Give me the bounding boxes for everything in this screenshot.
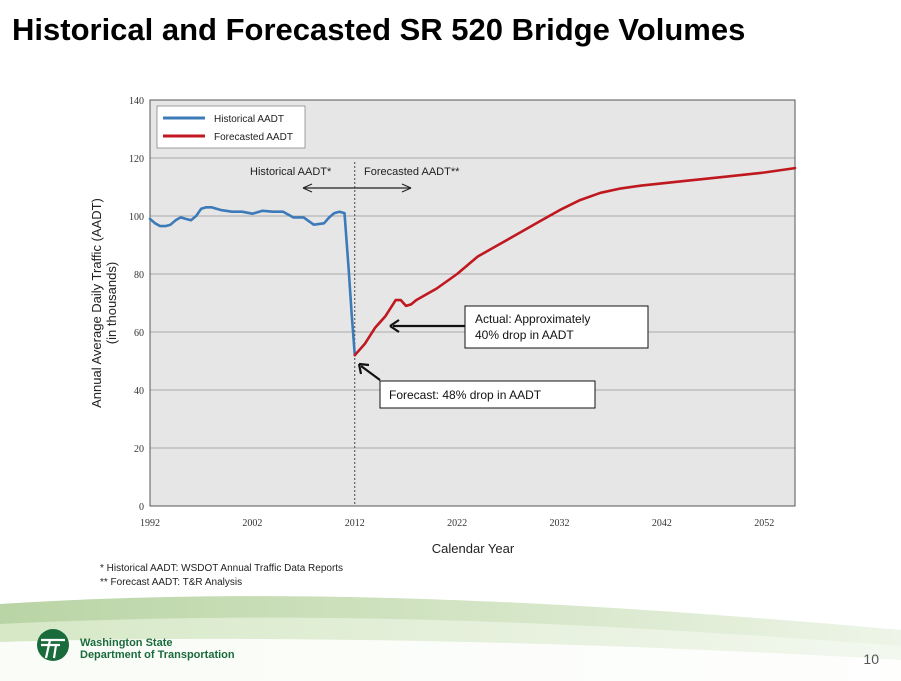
y-tick-label: 100: [129, 212, 144, 223]
wsdot-logo-icon: [37, 629, 69, 661]
series-line-forecasted: [353, 166, 797, 357]
legend-label-forecasted: Forecasted AADT: [214, 132, 293, 143]
x-axis-label: Calendar Year: [432, 541, 515, 556]
y-axis-label: Annual Average Daily Traffic (AADT): [89, 198, 104, 408]
org-name-line1: Washington State: [80, 637, 173, 649]
y-tick-label: 140: [129, 96, 144, 107]
x-tick-label: 2032: [550, 518, 570, 529]
series-line-historical: [148, 206, 357, 357]
y-tick-label: 20: [134, 444, 144, 455]
period-double-arrow: [302, 183, 412, 193]
annotation-forecast-box: [379, 380, 596, 409]
axis-ticks: 0 20 40 60 80 100 120 140 1992 2002 2012 2022 2032 20…: [129, 96, 774, 529]
series-lines: [148, 166, 797, 357]
annotation-actual: Actual: Approximately 40% drop in AADT: [389, 305, 649, 349]
page-number: 10: [863, 651, 879, 667]
x-tick-label: 2052: [754, 518, 774, 529]
y-tick-label: 80: [134, 270, 144, 281]
annotation-actual-box: [464, 305, 649, 349]
x-tick-label: 2012: [345, 518, 365, 529]
x-tick-label: 2042: [652, 518, 672, 529]
plot-area: [150, 100, 795, 506]
annotation-forecast-arrow: [360, 365, 381, 381]
legend: Historical AADT Forecasted AADT: [156, 105, 306, 149]
annotation-actual-line2: 40% drop in AADT: [475, 328, 574, 342]
footnotes: * Historical AADT: WSDOT Annual Traffic …: [100, 562, 343, 590]
y-axis-sublabel: (in thousands): [104, 262, 119, 344]
y-tick-label: 40: [134, 386, 144, 397]
slide-title: Historical and Forecasted SR 520 Bridge …: [12, 12, 746, 47]
legend-box: [156, 105, 306, 149]
annotation-actual-line1: Actual: Approximately: [475, 312, 590, 326]
footer-swoosh: [0, 596, 901, 681]
org-name-line2: Department of Transportation: [80, 649, 235, 661]
footnote-historical: * Historical AADT: WSDOT Annual Traffic …: [100, 563, 344, 574]
y-tick-label: 120: [129, 154, 144, 165]
x-tick-label: 2002: [242, 518, 262, 529]
y-tick-label: 60: [134, 328, 144, 339]
y-tick-label: 0: [139, 502, 144, 513]
x-tick-label: 2022: [447, 518, 467, 529]
annotation-forecast: Forecast: 48% drop in AADT: [357, 362, 596, 409]
footnote-forecast: ** Forecast AADT: T&R Analysis: [100, 577, 243, 588]
period-label-historical: Historical AADT*: [250, 166, 332, 178]
legend-label-historical: Historical AADT: [214, 114, 284, 125]
x-tick-label: 1992: [140, 518, 160, 529]
period-label-forecast: Forecasted AADT**: [364, 166, 460, 178]
org-name: Washington State Department of Transport…: [80, 637, 235, 661]
annotation-forecast-line1: Forecast: 48% drop in AADT: [389, 388, 542, 402]
plot-border: [149, 99, 796, 507]
